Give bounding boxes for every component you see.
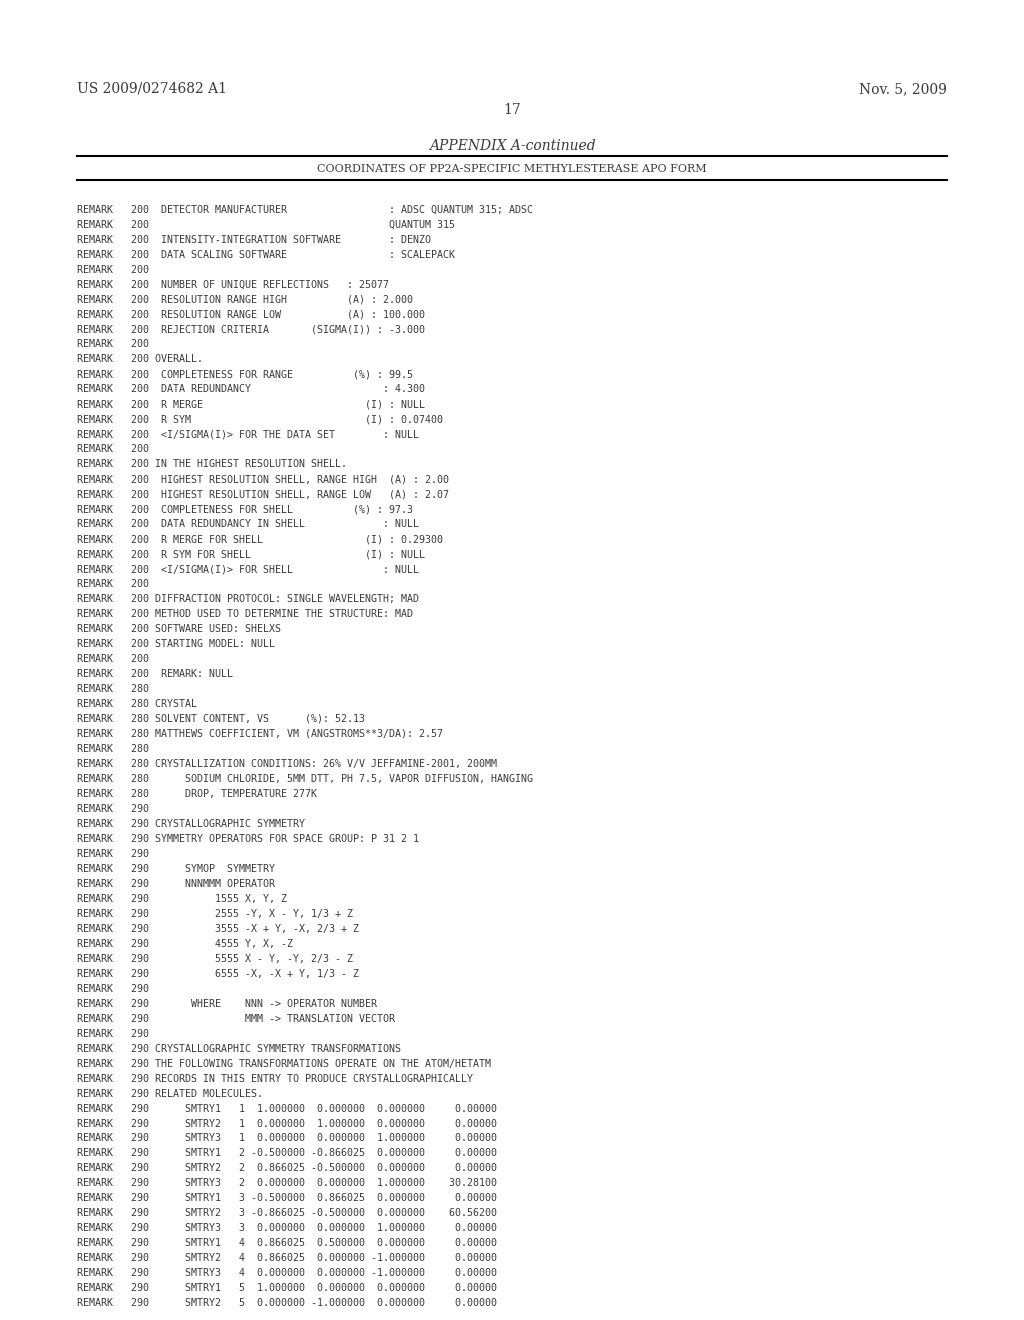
- Text: REMARK   290: REMARK 290: [77, 849, 148, 859]
- Text: REMARK   200  DETECTOR MANUFACTURER                 : ADSC QUANTUM 315; ADSC: REMARK 200 DETECTOR MANUFACTURER : ADSC …: [77, 205, 532, 215]
- Text: COORDINATES OF PP2A-SPECIFIC METHYLESTERASE APO FORM: COORDINATES OF PP2A-SPECIFIC METHYLESTER…: [317, 164, 707, 174]
- Text: REMARK   290      SMTRY2   1  0.000000  1.000000  0.000000     0.00000: REMARK 290 SMTRY2 1 0.000000 1.000000 0.…: [77, 1118, 497, 1129]
- Text: REMARK   200  DATA REDUNDANCY                      : 4.300: REMARK 200 DATA REDUNDANCY : 4.300: [77, 384, 425, 395]
- Text: REMARK   200  HIGHEST RESOLUTION SHELL, RANGE LOW   (A) : 2.07: REMARK 200 HIGHEST RESOLUTION SHELL, RAN…: [77, 490, 449, 499]
- Text: US 2009/0274682 A1: US 2009/0274682 A1: [77, 82, 226, 96]
- Text: REMARK   200  HIGHEST RESOLUTION SHELL, RANGE HIGH  (A) : 2.00: REMARK 200 HIGHEST RESOLUTION SHELL, RAN…: [77, 474, 449, 484]
- Text: REMARK   280      SODIUM CHLORIDE, 5MM DTT, PH 7.5, VAPOR DIFFUSION, HANGING: REMARK 280 SODIUM CHLORIDE, 5MM DTT, PH …: [77, 774, 532, 784]
- Text: REMARK   290      SMTRY2   4  0.866025  0.000000 -1.000000     0.00000: REMARK 290 SMTRY2 4 0.866025 0.000000 -1…: [77, 1254, 497, 1263]
- Text: REMARK   200  REMARK: NULL: REMARK 200 REMARK: NULL: [77, 669, 232, 678]
- Text: REMARK   290 SYMMETRY OPERATORS FOR SPACE GROUP: P 31 2 1: REMARK 290 SYMMETRY OPERATORS FOR SPACE …: [77, 834, 419, 843]
- Text: REMARK   200  COMPLETENESS FOR RANGE          (%) : 99.5: REMARK 200 COMPLETENESS FOR RANGE (%) : …: [77, 370, 413, 379]
- Text: REMARK   200  DATA REDUNDANCY IN SHELL             : NULL: REMARK 200 DATA REDUNDANCY IN SHELL : NU…: [77, 519, 419, 529]
- Text: REMARK   280: REMARK 280: [77, 684, 148, 694]
- Text: REMARK   280      DROP, TEMPERATURE 277K: REMARK 280 DROP, TEMPERATURE 277K: [77, 789, 316, 799]
- Text: REMARK   280 MATTHEWS COEFFICIENT, VM (ANGSTROMS**3/DA): 2.57: REMARK 280 MATTHEWS COEFFICIENT, VM (ANG…: [77, 729, 442, 739]
- Text: REMARK   290: REMARK 290: [77, 1028, 148, 1039]
- Text: REMARK   280: REMARK 280: [77, 744, 148, 754]
- Text: REMARK   200 IN THE HIGHEST RESOLUTION SHELL.: REMARK 200 IN THE HIGHEST RESOLUTION SHE…: [77, 459, 347, 470]
- Text: REMARK   290      SMTRY3   1  0.000000  0.000000  1.000000     0.00000: REMARK 290 SMTRY3 1 0.000000 0.000000 1.…: [77, 1134, 497, 1143]
- Text: REMARK   200 OVERALL.: REMARK 200 OVERALL.: [77, 355, 203, 364]
- Text: REMARK   200  REJECTION CRITERIA       (SIGMA(I)) : -3.000: REMARK 200 REJECTION CRITERIA (SIGMA(I))…: [77, 325, 425, 334]
- Text: REMARK   290 RELATED MOLECULES.: REMARK 290 RELATED MOLECULES.: [77, 1089, 263, 1098]
- Text: REMARK   200                                        QUANTUM 315: REMARK 200 QUANTUM 315: [77, 219, 455, 230]
- Text: REMARK   290      NNNMMM OPERATOR: REMARK 290 NNNMMM OPERATOR: [77, 879, 274, 888]
- Text: REMARK   200  RESOLUTION RANGE HIGH          (A) : 2.000: REMARK 200 RESOLUTION RANGE HIGH (A) : 2…: [77, 294, 413, 305]
- Text: REMARK   200: REMARK 200: [77, 579, 148, 589]
- Text: REMARK   290                MMM -> TRANSLATION VECTOR: REMARK 290 MMM -> TRANSLATION VECTOR: [77, 1014, 395, 1023]
- Text: REMARK   290      SMTRY1   2 -0.500000 -0.866025  0.000000     0.00000: REMARK 290 SMTRY1 2 -0.500000 -0.866025 …: [77, 1148, 497, 1159]
- Text: Nov. 5, 2009: Nov. 5, 2009: [859, 82, 947, 96]
- Text: REMARK   200: REMARK 200: [77, 445, 148, 454]
- Text: REMARK   290 THE FOLLOWING TRANSFORMATIONS OPERATE ON THE ATOM/HETATM: REMARK 290 THE FOLLOWING TRANSFORMATIONS…: [77, 1059, 490, 1069]
- Text: REMARK   200  INTENSITY-INTEGRATION SOFTWARE        : DENZO: REMARK 200 INTENSITY-INTEGRATION SOFTWAR…: [77, 235, 431, 244]
- Text: REMARK   200  NUMBER OF UNIQUE REFLECTIONS   : 25077: REMARK 200 NUMBER OF UNIQUE REFLECTIONS …: [77, 280, 389, 289]
- Text: REMARK   290      SMTRY1   5  1.000000  0.000000  0.000000     0.00000: REMARK 290 SMTRY1 5 1.000000 0.000000 0.…: [77, 1283, 497, 1294]
- Text: REMARK   290      SMTRY1   4  0.866025  0.500000  0.000000     0.00000: REMARK 290 SMTRY1 4 0.866025 0.500000 0.…: [77, 1238, 497, 1249]
- Text: 17: 17: [503, 103, 521, 117]
- Text: REMARK   290: REMARK 290: [77, 983, 148, 994]
- Text: REMARK   290 CRYSTALLOGRAPHIC SYMMETRY: REMARK 290 CRYSTALLOGRAPHIC SYMMETRY: [77, 818, 305, 829]
- Text: REMARK   280 CRYSTAL: REMARK 280 CRYSTAL: [77, 700, 197, 709]
- Text: REMARK   200  DATA SCALING SOFTWARE                 : SCALEPACK: REMARK 200 DATA SCALING SOFTWARE : SCALE…: [77, 249, 455, 260]
- Text: REMARK   280 CRYSTALLIZATION CONDITIONS: 26% V/V JEFFAMINE-2001, 200MM: REMARK 280 CRYSTALLIZATION CONDITIONS: 2…: [77, 759, 497, 770]
- Text: REMARK   290      SMTRY3   2  0.000000  0.000000  1.000000    30.28100: REMARK 290 SMTRY3 2 0.000000 0.000000 1.…: [77, 1179, 497, 1188]
- Text: REMARK   290      SMTRY2   5  0.000000 -1.000000  0.000000     0.00000: REMARK 290 SMTRY2 5 0.000000 -1.000000 0…: [77, 1299, 497, 1308]
- Text: REMARK   200  <I/SIGMA(I)> FOR THE DATA SET        : NULL: REMARK 200 <I/SIGMA(I)> FOR THE DATA SET…: [77, 429, 419, 440]
- Text: REMARK   290           6555 -X, -X + Y, 1/3 - Z: REMARK 290 6555 -X, -X + Y, 1/3 - Z: [77, 969, 358, 978]
- Text: REMARK   290           5555 X - Y, -Y, 2/3 - Z: REMARK 290 5555 X - Y, -Y, 2/3 - Z: [77, 953, 353, 964]
- Text: REMARK   290      SMTRY1   1  1.000000  0.000000  0.000000     0.00000: REMARK 290 SMTRY1 1 1.000000 0.000000 0.…: [77, 1104, 497, 1114]
- Text: REMARK   200: REMARK 200: [77, 339, 148, 350]
- Text: REMARK   290      SMTRY3   4  0.000000  0.000000 -1.000000     0.00000: REMARK 290 SMTRY3 4 0.000000 0.000000 -1…: [77, 1269, 497, 1278]
- Text: REMARK   200  R SYM                             (I) : 0.07400: REMARK 200 R SYM (I) : 0.07400: [77, 414, 442, 424]
- Text: REMARK   290      SMTRY2   2  0.866025 -0.500000  0.000000     0.00000: REMARK 290 SMTRY2 2 0.866025 -0.500000 0…: [77, 1163, 497, 1173]
- Text: REMARK   290      SMTRY3   3  0.000000  0.000000  1.000000     0.00000: REMARK 290 SMTRY3 3 0.000000 0.000000 1.…: [77, 1224, 497, 1233]
- Text: REMARK   200 STARTING MODEL: NULL: REMARK 200 STARTING MODEL: NULL: [77, 639, 274, 649]
- Text: REMARK   290           1555 X, Y, Z: REMARK 290 1555 X, Y, Z: [77, 894, 287, 904]
- Text: REMARK   290 RECORDS IN THIS ENTRY TO PRODUCE CRYSTALLOGRAPHICALLY: REMARK 290 RECORDS IN THIS ENTRY TO PROD…: [77, 1073, 473, 1084]
- Text: REMARK   200  RESOLUTION RANGE LOW           (A) : 100.000: REMARK 200 RESOLUTION RANGE LOW (A) : 10…: [77, 309, 425, 319]
- Text: REMARK   290      SMTRY2   3 -0.866025 -0.500000  0.000000    60.56200: REMARK 290 SMTRY2 3 -0.866025 -0.500000 …: [77, 1208, 497, 1218]
- Text: REMARK   290 CRYSTALLOGRAPHIC SYMMETRY TRANSFORMATIONS: REMARK 290 CRYSTALLOGRAPHIC SYMMETRY TRA…: [77, 1044, 400, 1053]
- Text: REMARK   200: REMARK 200: [77, 264, 148, 275]
- Text: REMARK   200 DIFFRACTION PROTOCOL: SINGLE WAVELENGTH; MAD: REMARK 200 DIFFRACTION PROTOCOL: SINGLE …: [77, 594, 419, 605]
- Text: REMARK   200  R MERGE FOR SHELL                 (I) : 0.29300: REMARK 200 R MERGE FOR SHELL (I) : 0.293…: [77, 535, 442, 544]
- Text: REMARK   200  R SYM FOR SHELL                   (I) : NULL: REMARK 200 R SYM FOR SHELL (I) : NULL: [77, 549, 425, 560]
- Text: REMARK   290       WHERE    NNN -> OPERATOR NUMBER: REMARK 290 WHERE NNN -> OPERATOR NUMBER: [77, 999, 377, 1008]
- Text: REMARK   290      SMTRY1   3 -0.500000  0.866025  0.000000     0.00000: REMARK 290 SMTRY1 3 -0.500000 0.866025 0…: [77, 1193, 497, 1204]
- Text: REMARK   200  R MERGE                           (I) : NULL: REMARK 200 R MERGE (I) : NULL: [77, 400, 425, 409]
- Text: REMARK   290           3555 -X + Y, -X, 2/3 + Z: REMARK 290 3555 -X + Y, -X, 2/3 + Z: [77, 924, 358, 933]
- Text: APPENDIX A-continued: APPENDIX A-continued: [429, 139, 595, 153]
- Text: REMARK   290           4555 Y, X, -Z: REMARK 290 4555 Y, X, -Z: [77, 939, 293, 949]
- Text: REMARK   200 METHOD USED TO DETERMINE THE STRUCTURE: MAD: REMARK 200 METHOD USED TO DETERMINE THE …: [77, 609, 413, 619]
- Text: REMARK   200 SOFTWARE USED: SHELXS: REMARK 200 SOFTWARE USED: SHELXS: [77, 624, 281, 634]
- Text: REMARK   290           2555 -Y, X - Y, 1/3 + Z: REMARK 290 2555 -Y, X - Y, 1/3 + Z: [77, 908, 353, 919]
- Text: REMARK   290: REMARK 290: [77, 804, 148, 814]
- Text: REMARK   290      SYMOP  SYMMETRY: REMARK 290 SYMOP SYMMETRY: [77, 863, 274, 874]
- Text: REMARK   200  <I/SIGMA(I)> FOR SHELL               : NULL: REMARK 200 <I/SIGMA(I)> FOR SHELL : NULL: [77, 564, 419, 574]
- Text: REMARK   280 SOLVENT CONTENT, VS      (%): 52.13: REMARK 280 SOLVENT CONTENT, VS (%): 52.1…: [77, 714, 365, 723]
- Text: REMARK   200  COMPLETENESS FOR SHELL          (%) : 97.3: REMARK 200 COMPLETENESS FOR SHELL (%) : …: [77, 504, 413, 515]
- Text: REMARK   200: REMARK 200: [77, 655, 148, 664]
